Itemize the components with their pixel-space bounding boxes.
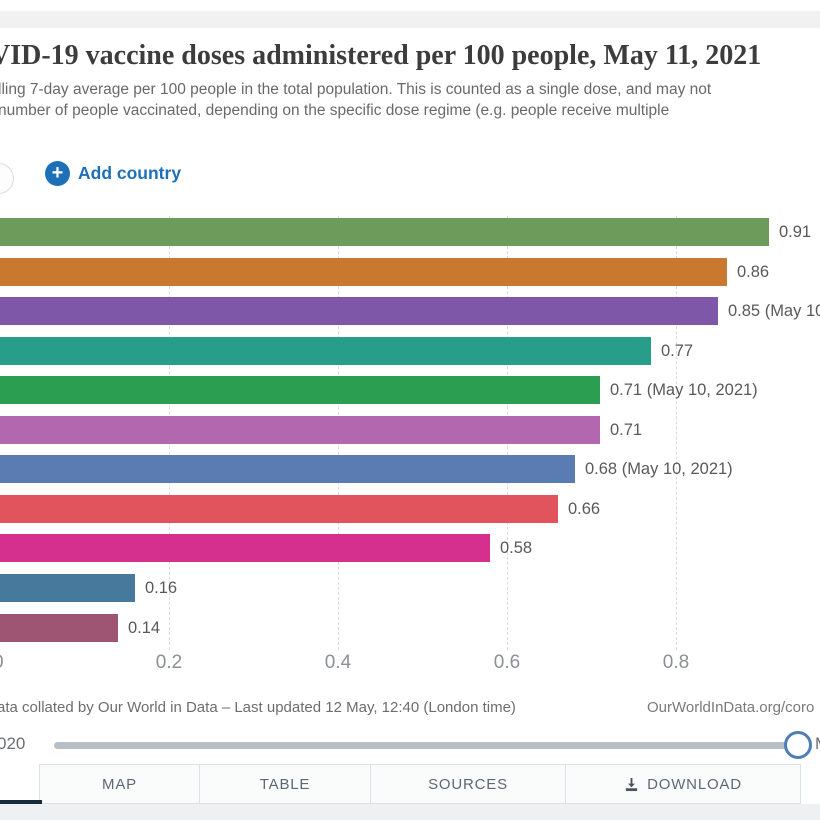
tab-download[interactable]: DOWNLOAD <box>565 764 801 804</box>
bar-value-label-9: 0.16 <box>145 578 178 597</box>
timeline-start-label: 020 <box>0 734 26 753</box>
gridline-0.8 <box>676 216 677 650</box>
bar-value-label-5: 0.71 <box>610 420 643 439</box>
bar-value-label-1: 0.86 <box>737 262 770 281</box>
bar-value-label-3: 0.77 <box>661 341 694 360</box>
tab-map-label: MAP <box>102 775 137 793</box>
bar-value-label-0: 0.91 <box>779 222 812 241</box>
bar-row-3[interactable] <box>0 337 651 365</box>
bar-value-label-8: 0.58 <box>500 538 533 557</box>
bar-value-label-6: 0.68 (May 10, 2021) <box>585 459 733 478</box>
tab-table[interactable]: TABLE <box>199 764 371 804</box>
download-icon <box>624 777 639 792</box>
timeline-end-label: M <box>815 734 820 754</box>
x-tick-0: 0 <box>0 652 4 674</box>
bar-row-2[interactable] <box>0 297 718 325</box>
data-source-note: ata collated by Our World in Data – Last… <box>0 699 516 716</box>
x-tick-0.8: 0.8 <box>662 652 690 673</box>
active-tab-underline <box>0 800 42 804</box>
bar-value-label-10: 0.14 <box>128 618 161 637</box>
tab-table-label: TABLE <box>259 775 311 793</box>
page-title: VID-19 vaccine doses administered per 10… <box>0 40 762 71</box>
bar-row-10[interactable] <box>0 614 118 642</box>
bar-row-9[interactable] <box>0 574 135 602</box>
x-tick-0.2: 0.2 <box>155 652 183 673</box>
top-band <box>0 11 820 28</box>
add-country-button[interactable]: + Add country <box>45 161 181 186</box>
bar-row-1[interactable] <box>0 258 727 286</box>
x-tick-0.6: 0.6 <box>493 652 521 673</box>
chart-subtitle-line1: lling 7-day average per 100 people in th… <box>0 81 712 98</box>
edit-countries-button-partial[interactable] <box>0 163 14 194</box>
bar-row-4[interactable] <box>0 376 600 404</box>
plus-icon: + <box>45 161 70 186</box>
bar-value-label-4: 0.71 (May 10, 2021) <box>610 380 758 399</box>
bar-value-label-2: 0.85 (May 10, <box>728 301 820 320</box>
x-tick-0.4: 0.4 <box>324 652 352 673</box>
bottom-strip <box>0 804 820 820</box>
timeline-slider-handle[interactable] <box>784 731 812 759</box>
chart-subtitle-line2: number of people vaccinated, depending o… <box>0 102 670 119</box>
tab-sources[interactable]: SOURCES <box>370 764 566 804</box>
add-country-label: Add country <box>78 163 182 183</box>
bar-row-0[interactable] <box>0 218 769 246</box>
bar-row-8[interactable] <box>0 534 490 562</box>
tab-download-label: DOWNLOAD <box>647 775 742 793</box>
tab-sources-label: SOURCES <box>428 775 508 793</box>
tab-chart-active-partial[interactable] <box>0 764 40 804</box>
timeline-slider-track[interactable] <box>54 742 802 749</box>
owid-url[interactable]: OurWorldInData.org/coro <box>647 699 815 716</box>
tab-map[interactable]: MAP <box>39 764 200 804</box>
bar-value-label-7: 0.66 <box>568 499 601 518</box>
bar-row-6[interactable] <box>0 455 575 483</box>
bar-row-5[interactable] <box>0 416 600 444</box>
bar-row-7[interactable] <box>0 495 558 523</box>
